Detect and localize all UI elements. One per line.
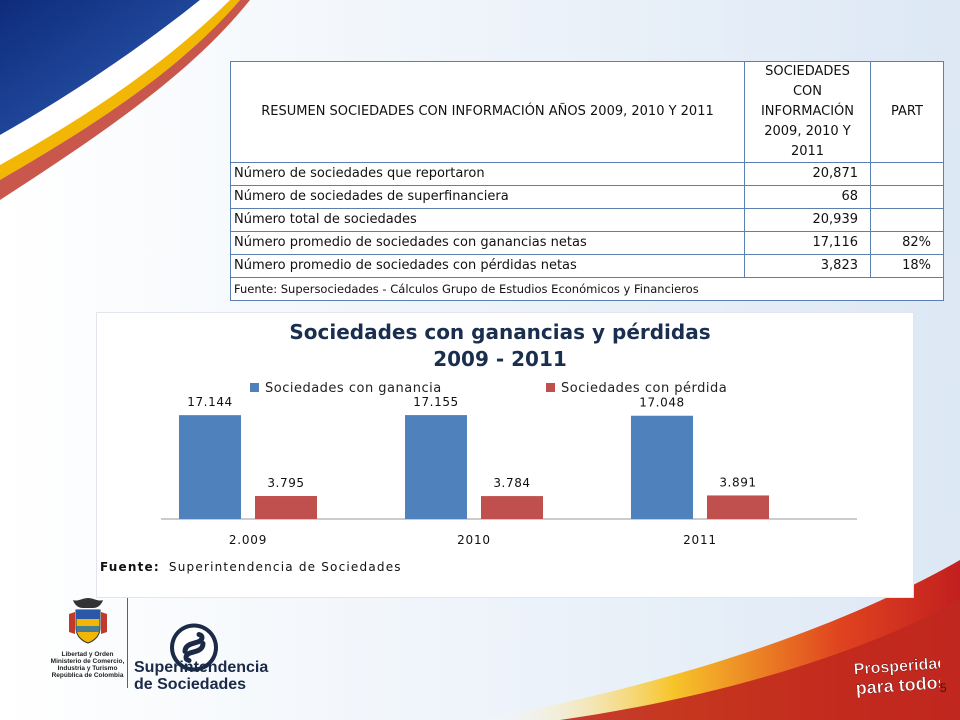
row-label: Número de sociedades de superfinanciera xyxy=(230,185,745,209)
header-line: CON xyxy=(792,84,823,99)
prosperidad-line: Prosperidad xyxy=(853,655,940,678)
row-value: 20,871 xyxy=(744,162,871,186)
table-header-row: RESUMEN SOCIEDADES CON INFORMACIÓN AÑOS … xyxy=(230,61,944,163)
table-header-title: RESUMEN SOCIEDADES CON INFORMACIÓN AÑOS … xyxy=(230,61,745,163)
bar-ganancia-1 xyxy=(405,415,467,519)
row-value: 3,823 xyxy=(744,254,871,278)
chart-source: Fuente: Superintendencia de Sociedades xyxy=(100,560,402,574)
data-label: 17.155 xyxy=(413,395,459,409)
gov-line: Libertad y Orden xyxy=(61,651,114,658)
data-label: 17.048 xyxy=(639,396,685,410)
row-value: 17,116 xyxy=(744,231,871,255)
data-label: 3.891 xyxy=(719,475,756,489)
data-label: 17.144 xyxy=(187,395,233,409)
table-row: Número promedio de sociedades con gananc… xyxy=(230,231,944,255)
category-label: 2010 xyxy=(457,533,491,547)
super-name-line: de Sociedades xyxy=(134,676,247,693)
legend-swatch-perdida xyxy=(546,383,555,392)
row-label: Número de sociedades que reportaron xyxy=(230,162,745,186)
legend-ganancia: Sociedades con ganancia xyxy=(265,381,442,396)
source-label: Fuente: xyxy=(100,560,160,574)
gov-line: Ministerio de Comercio, xyxy=(50,658,125,665)
row-part xyxy=(870,162,944,186)
gov-line: República de Colombia xyxy=(51,672,124,679)
row-value: 20,939 xyxy=(744,208,871,232)
source-text: Superintendencia de Sociedades xyxy=(169,560,402,574)
row-part: 18% xyxy=(870,254,944,278)
table-row: Número total de sociedades 20,939 xyxy=(230,208,944,232)
government-logo: Libertad y Orden Ministerio de Comercio,… xyxy=(40,594,135,690)
bar-perdida-1 xyxy=(481,496,543,519)
chart-subtitle: 2009 - 2011 xyxy=(433,347,567,371)
table-source-row: Fuente: Supersociedades - Cálculos Grupo… xyxy=(230,277,944,301)
legend-swatch-ganancia xyxy=(250,383,259,392)
gov-line: Industria y Turismo xyxy=(57,665,118,672)
row-part xyxy=(870,208,944,232)
summary-table: RESUMEN SOCIEDADES CON INFORMACIÓN AÑOS … xyxy=(230,61,944,301)
row-label: Número promedio de sociedades con gananc… xyxy=(230,231,745,255)
table-source: Fuente: Supersociedades - Cálculos Grupo… xyxy=(230,277,944,301)
logo-divider xyxy=(127,598,128,688)
bar-chart: Sociedades con ganancias y pérdidas 2009… xyxy=(100,320,857,574)
bar-ganancia-0 xyxy=(179,415,241,519)
chart-title: Sociedades con ganancias y pérdidas xyxy=(289,320,710,344)
header-line: 2011 xyxy=(790,144,825,159)
table-row: Número de sociedades que reportaron 20,8… xyxy=(230,162,944,186)
bar-perdida-0 xyxy=(255,496,317,519)
table-header-col2: SOCIEDADES CON INFORMACIÓN 2009, 2010 Y … xyxy=(744,61,871,163)
data-label: 3.795 xyxy=(267,476,304,490)
row-part: 82% xyxy=(870,231,944,255)
super-name-line: Superintendencia xyxy=(134,659,269,676)
table-header-part: PART xyxy=(870,61,944,163)
data-label: 3.784 xyxy=(493,476,530,490)
legend-perdida: Sociedades con pérdida xyxy=(561,381,727,396)
category-label: 2011 xyxy=(683,533,717,547)
bar-ganancia-2 xyxy=(631,415,693,519)
header-line: 2009, 2010 Y xyxy=(764,124,851,139)
category-label: 2.009 xyxy=(229,533,267,547)
supersociedades-name: Superintendencia de Sociedades xyxy=(134,659,268,693)
prosperidad-logo: Prosperidad para todos xyxy=(853,655,940,699)
coat-of-arms-icon xyxy=(68,598,107,644)
row-part xyxy=(870,185,944,209)
table-row: Número promedio de sociedades con pérdid… xyxy=(230,254,944,278)
table-row: Número de sociedades de superfinanciera … xyxy=(230,185,944,209)
bars-group: 17.144 3.795 2.009 17.155 3.784 2010 17.048 3.8… xyxy=(179,395,769,547)
slide-number: 5 xyxy=(940,681,947,695)
header-line: SOCIEDADES xyxy=(765,64,850,79)
row-value: 68 xyxy=(744,185,871,209)
chart-panel: Sociedades con ganancias y pérdidas 2009… xyxy=(96,312,914,598)
bar-perdida-2 xyxy=(707,495,769,519)
row-label: Número total de sociedades xyxy=(230,208,745,232)
row-label: Número promedio de sociedades con pérdid… xyxy=(230,254,745,278)
supersociedades-logo-icon xyxy=(170,623,218,672)
header-line: INFORMACIÓN xyxy=(760,104,855,119)
